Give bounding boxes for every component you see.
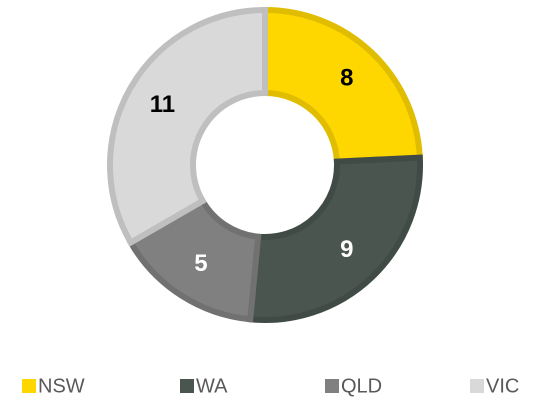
- legend-swatch: [180, 379, 194, 393]
- donut-segment: [126, 196, 262, 323]
- legend-swatch: [22, 379, 36, 393]
- data-label: 9: [340, 236, 353, 263]
- legend-swatch: [470, 379, 484, 393]
- donut-segment: [262, 6, 423, 165]
- data-label: 8: [340, 65, 353, 92]
- data-label: 11: [150, 91, 175, 118]
- legend-label: QLD: [341, 375, 382, 397]
- legend-label: VIC: [486, 375, 519, 397]
- legend-swatch: [325, 379, 339, 393]
- legend-label: WA: [196, 375, 228, 397]
- legend-label: NSW: [38, 375, 85, 397]
- donut-segment: [246, 154, 423, 323]
- data-label: 5: [194, 250, 207, 277]
- donut-segment: [107, 6, 268, 247]
